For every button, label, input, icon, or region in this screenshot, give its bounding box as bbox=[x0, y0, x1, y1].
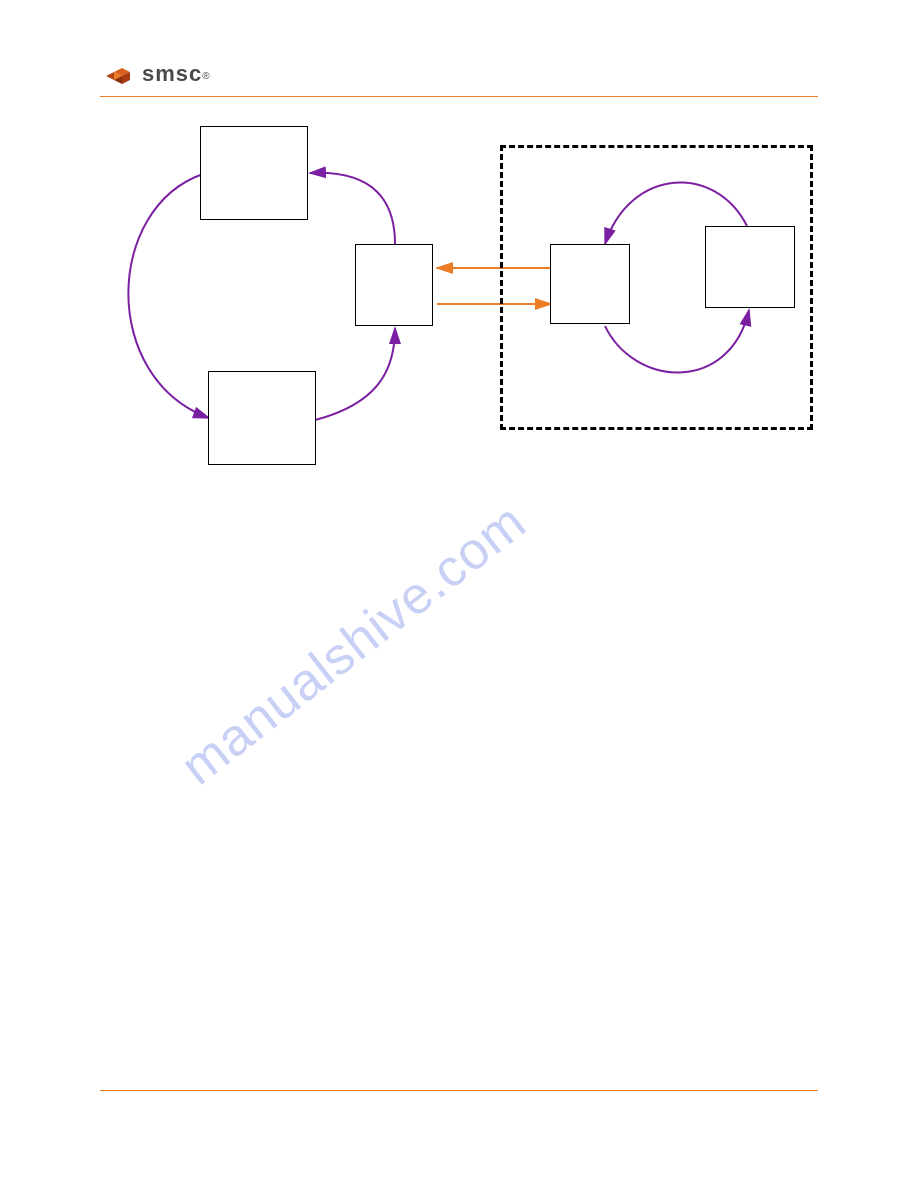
brand-name: smsc bbox=[142, 61, 202, 87]
edge-center-topleft bbox=[310, 173, 395, 244]
edge-topleft-bottomleft bbox=[128, 174, 209, 418]
diagram bbox=[105, 118, 815, 478]
footer-rule bbox=[100, 1090, 818, 1091]
node-right-inner-right bbox=[705, 226, 795, 308]
node-right-inner-left bbox=[550, 244, 630, 324]
node-center bbox=[355, 244, 433, 326]
edge-bottomleft-center bbox=[315, 328, 395, 420]
watermark-text: manualshive.com bbox=[170, 492, 538, 798]
brand-logo-icon bbox=[100, 62, 136, 90]
node-bottom-left bbox=[208, 371, 316, 465]
node-top-left bbox=[200, 126, 308, 220]
trademark-symbol: ® bbox=[202, 71, 209, 82]
page-header: smsc ® bbox=[100, 62, 818, 97]
page-root: smsc ® bbox=[0, 0, 918, 1188]
